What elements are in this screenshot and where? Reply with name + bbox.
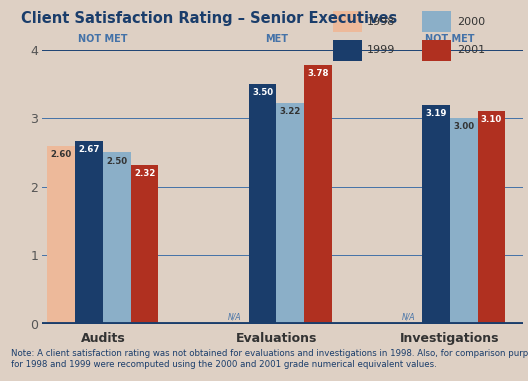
Bar — [422, 105, 450, 324]
Text: 3.10: 3.10 — [481, 115, 502, 124]
Text: 1999: 1999 — [367, 45, 395, 56]
Text: 3.19: 3.19 — [425, 109, 447, 118]
Text: 2001: 2001 — [457, 45, 485, 56]
Bar — [131, 165, 158, 324]
Text: 3.00: 3.00 — [453, 122, 474, 131]
Text: 3.78: 3.78 — [307, 69, 329, 78]
Bar — [75, 141, 103, 324]
Text: 2.60: 2.60 — [51, 150, 72, 158]
Text: N/A: N/A — [228, 313, 242, 322]
Bar — [277, 103, 304, 324]
Bar — [48, 146, 75, 324]
Bar — [478, 111, 505, 324]
Text: NOT MET: NOT MET — [425, 34, 475, 44]
Text: NOT MET: NOT MET — [78, 34, 128, 44]
Text: Note: A client satisfaction rating was not obtained for evaluations and investig: Note: A client satisfaction rating was n… — [11, 349, 528, 370]
Text: N/A: N/A — [401, 313, 415, 322]
Bar — [103, 152, 131, 324]
Bar — [450, 118, 478, 324]
Bar — [304, 65, 332, 324]
Text: 2.32: 2.32 — [134, 169, 155, 178]
Text: 3.50: 3.50 — [252, 88, 273, 97]
Text: 3.22: 3.22 — [280, 107, 301, 116]
Bar — [249, 84, 277, 324]
Text: 2.50: 2.50 — [106, 157, 127, 165]
Text: MET: MET — [265, 34, 288, 44]
Text: 2.67: 2.67 — [78, 145, 100, 154]
Text: 2000: 2000 — [457, 17, 485, 27]
Text: 1998: 1998 — [367, 17, 395, 27]
Text: Client Satisfaction Rating – Senior Executives: Client Satisfaction Rating – Senior Exec… — [21, 11, 398, 26]
